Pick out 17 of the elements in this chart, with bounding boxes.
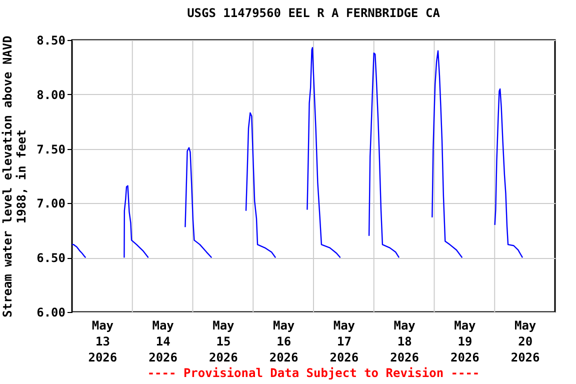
y-tick-label: 7.00 — [36, 196, 66, 211]
chart-title: USGS 11479560 EEL R A FERNBRIDGE CA — [187, 6, 441, 20]
x-tick-label: May 13 2026 — [88, 318, 118, 364]
x-tick-label: May 17 2026 — [330, 318, 359, 364]
x-tick-label: May 20 2026 — [510, 318, 540, 364]
y-axis-title: Stream water level elevation above NAVD 1988, in feet — [0, 36, 29, 318]
x-tick-label: May 18 2026 — [390, 318, 420, 364]
x-tick-label: May 19 2026 — [450, 318, 480, 364]
y-tick-label: 6.00 — [36, 306, 66, 320]
x-tick-label: May 14 2026 — [148, 318, 178, 364]
y-tick-label: 8.00 — [36, 88, 66, 102]
y-tick-label: 8.50 — [36, 34, 66, 48]
text: ---- Provisional Data Subject to Revision ---- — [147, 366, 480, 380]
y-tick-label: 6.50 — [36, 251, 66, 266]
x-tick-label: May 15 2026 — [208, 318, 238, 364]
y-tick-label: 7.50 — [36, 142, 66, 156]
x-tick-label: May 16 2026 — [269, 318, 298, 364]
